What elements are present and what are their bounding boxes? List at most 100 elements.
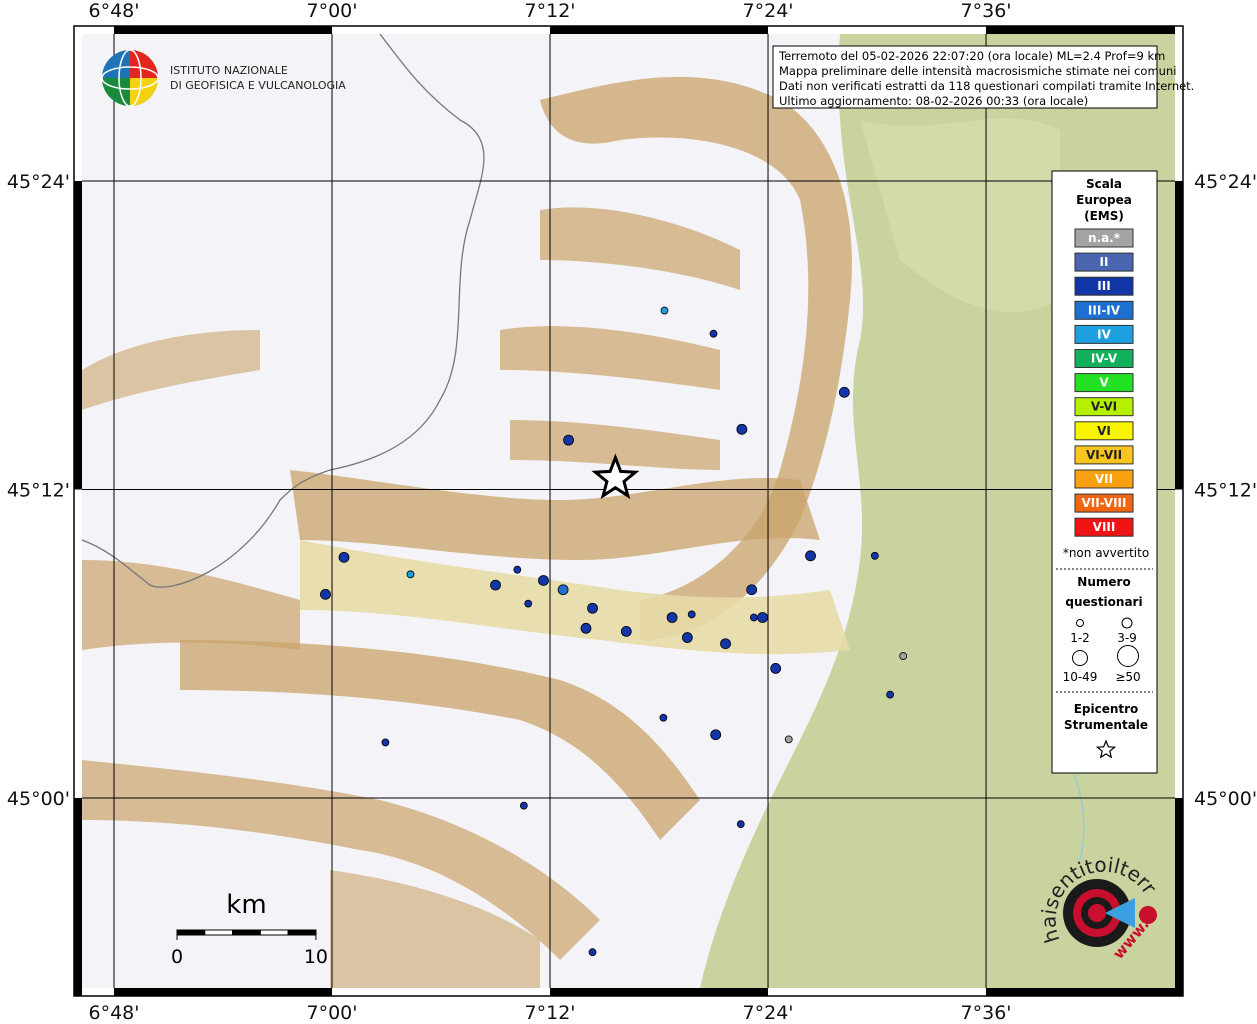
border-segment [74,988,115,996]
border-segment [986,988,1183,996]
lon-tick-label: 6°48' [89,0,140,22]
lon-tick-label: 7°24' [743,1002,794,1024]
lon-tick-label: 7°24' [743,0,794,22]
intensity-point [580,622,592,634]
epicenter-star [591,453,640,500]
intensity-point [720,638,731,650]
scale-segment [287,929,317,936]
lat-tick-label: 45°00' [7,788,70,810]
border-segment [74,26,82,182]
intensity-point [681,632,693,643]
info-line: Mappa preliminare delle intensità macros… [779,64,1176,78]
intensity-point [338,551,350,563]
legend-label: III [1097,279,1110,293]
intensity-point [746,584,758,596]
legend-swatch [1074,421,1134,441]
legend-swatch [1074,300,1134,320]
border-segment [74,489,82,798]
border-segment [768,26,987,34]
institute-name: DI GEOFISICA E VULCANOLOGIA [170,79,346,92]
legend: Scala Europea (EMS) *non avvertito Numer… [1051,170,1158,774]
border-segment [114,26,333,34]
size-label: 10-49 [1063,670,1098,684]
border-segment [332,26,551,34]
info-line: Terremoto del 05-02-2026 22:07:20 (ora l… [778,49,1165,63]
legend-swatch [1074,493,1134,513]
intensity-point [490,579,501,591]
legend-swatch [1074,228,1134,248]
intensity-point [588,948,597,957]
legend-label: V [1099,376,1109,390]
institute-name: ISTITUTO NAZIONALE [170,64,288,77]
intensity-points [320,306,908,957]
legend-label: VIII [1093,520,1116,534]
legend-swatch [1074,445,1134,465]
legend-label: IV [1097,327,1111,341]
intensity-point [736,820,745,829]
lon-tick-label: 6°48' [89,1002,140,1024]
border-segment [1175,26,1183,182]
border-segment [74,797,82,996]
border-segment [1175,489,1183,798]
scale-segment [259,929,289,936]
size-label: ≥50 [1115,670,1140,684]
intensity-point [709,329,718,338]
scale-segment [204,929,234,936]
legend-label: VI-VII [1086,448,1122,462]
epicenter-title: Strumentale [1064,718,1148,732]
size-sample [1072,650,1088,666]
intensity-point [524,599,533,608]
intensity-point [749,613,758,622]
epicenter-title: Epicentro [1074,702,1139,716]
intensity-point [736,423,748,435]
intensity-point [660,306,669,315]
border-segment [332,988,551,996]
size-sample [1117,645,1139,667]
map-frame [73,25,1184,997]
intensity-point [538,575,549,586]
size-label: 1-2 [1070,631,1090,645]
scale-bar: km 0 10 [171,890,328,968]
legend-label: VII-VIII [1081,496,1126,510]
border-segment [1175,797,1183,996]
border-segment [550,26,769,34]
size-sample [1121,617,1133,629]
size-title: questionari [1065,595,1142,609]
legend-label: III-IV [1088,303,1121,317]
lat-tick-label: 45°12' [1194,479,1257,501]
border-segment [74,181,82,490]
frame-border [74,26,1183,996]
lat-tick-label: 45°00' [1194,788,1257,810]
intensity-point [519,801,528,810]
scale-unit: km [226,890,266,920]
border-segment [114,988,333,996]
border-segment [1175,181,1183,490]
legend-label: V-VI [1091,400,1117,414]
ingv-logo: ISTITUTO NAZIONALE DI GEOFISICA E VULCAN… [101,49,346,107]
info-line: Dati non verificati estratti da 118 ques… [779,79,1194,93]
intensity-point [784,735,793,744]
intensity-point [687,610,696,619]
scale-label: 10 [304,946,328,968]
intensity-point [587,602,598,614]
legend-label: II [1100,255,1109,269]
lon-tick-label: 7°12' [525,1002,576,1024]
intensity-point [757,612,768,623]
scale-segment [232,929,261,936]
legend-swatch [1074,373,1134,393]
legend-swatch [1074,397,1134,417]
legend-title: Scala [1086,177,1122,191]
size-sample [1076,619,1084,627]
intensity-point [805,550,816,562]
intensity-point [563,434,574,446]
legend-swatch [1074,324,1134,344]
intensity-point [381,738,390,747]
legend-note: *non avvertito [1063,546,1149,560]
intensity-point [620,625,632,637]
intensity-point [770,662,782,674]
legend-swatch [1074,252,1134,272]
info-line: Ultimo aggiornamento: 08-02-2026 00:33 (… [779,94,1088,108]
intensity-point [557,584,569,596]
lon-tick-label: 7°00' [307,0,358,22]
intensity-point [870,551,879,560]
